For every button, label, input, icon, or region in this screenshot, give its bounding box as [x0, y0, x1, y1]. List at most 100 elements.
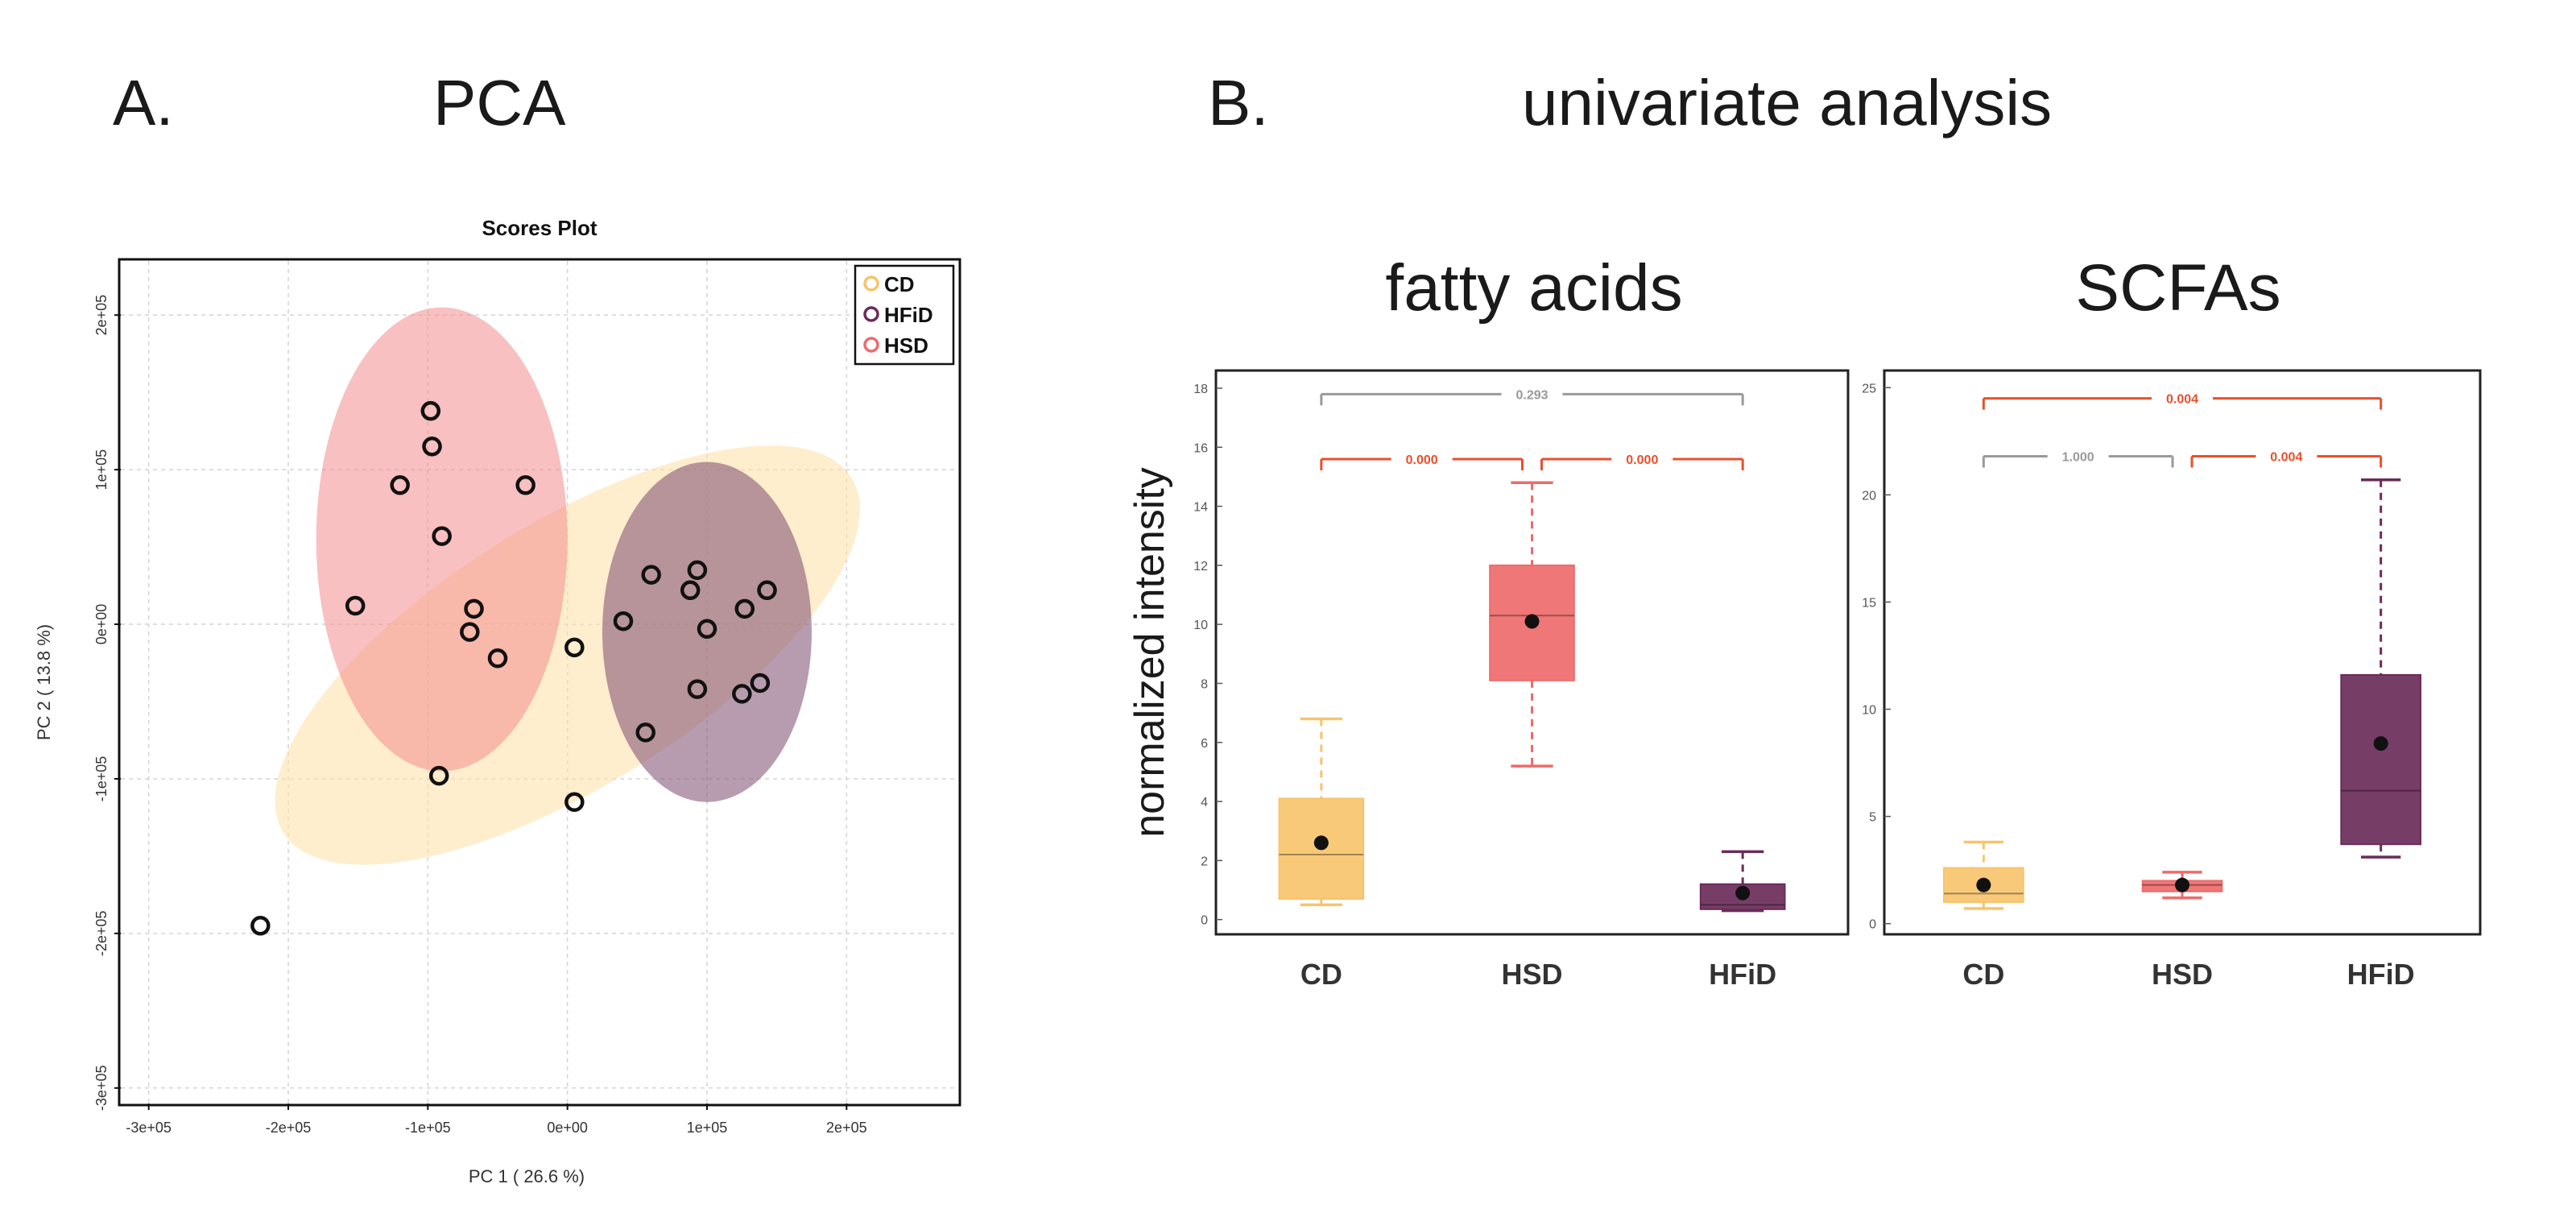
comparison-bracket: 0.004 — [2190, 450, 2383, 468]
y-tick-label: 4 — [1201, 796, 1208, 809]
mean-dot — [1976, 877, 1991, 892]
mean-dot — [2175, 877, 2189, 892]
y-tick-label: 8 — [1201, 677, 1208, 691]
comparison-bracket: 0.000 — [1540, 453, 1744, 470]
mean-dot — [1313, 835, 1329, 851]
legend-label-cd: CD — [884, 272, 915, 296]
legend-marker-hsd — [863, 337, 879, 353]
point-hfid — [687, 679, 708, 699]
legend-box — [854, 264, 955, 366]
category-label-hsd: HSD — [1501, 958, 1562, 991]
y-tick-label: -1e+05 — [93, 756, 110, 802]
y-tick-label: -2e+05 — [93, 911, 110, 957]
x-tick-label: 1e+05 — [687, 1120, 728, 1136]
point-hfid — [734, 598, 755, 619]
comparison-bracket: 0.004 — [1982, 393, 2383, 410]
p-value-label: 0.000 — [1626, 453, 1658, 467]
comparison-bracket: 0.293 — [1320, 388, 1744, 406]
scores-plot: -3e+05 -2e+05 -1e+05 0e+00 1e+05 2e+05 -3e+05 -… — [34, 216, 961, 1186]
scores-plot-ticks: -3e+05 -2e+05 -1e+05 0e+00 1e+05 2e+05 -3e+05 -… — [93, 295, 867, 1136]
box-hfid — [1699, 850, 1786, 913]
point-cd — [641, 565, 661, 585]
y-tick-label: 0 — [1869, 918, 1876, 932]
y-tick-label: 18 — [1193, 383, 1208, 396]
iqr-box — [2340, 673, 2421, 846]
p-value-label: 0.293 — [1515, 388, 1548, 402]
p-value-label: 0.000 — [1406, 453, 1438, 467]
y-tick-label: 10 — [1193, 619, 1208, 632]
legend-marker-cd — [863, 275, 879, 292]
ellipse-hfid — [602, 462, 812, 802]
point-hsd — [487, 648, 508, 669]
p-value-label: 0.004 — [2270, 450, 2302, 464]
y-tick-label: 25 — [1862, 382, 1876, 395]
score-points — [250, 400, 777, 936]
y-tick-label: 12 — [1193, 560, 1208, 573]
x-tick-label: 2e+05 — [826, 1120, 867, 1136]
point-hsd — [460, 622, 480, 642]
point-cd — [680, 580, 701, 601]
y-tick-label: 14 — [1193, 501, 1208, 515]
fatty-acids-title: fatty acids — [1385, 251, 1682, 325]
mean-dot — [1735, 885, 1751, 900]
category-label-hfid: HFiD — [2347, 958, 2415, 991]
fatty-acids-boxplot: 0 2 4 6 8 10 12 14 16 18 CD HSD HFiD 0.293 0.000 0.000 — [1193, 369, 1850, 991]
legend-label-hsd: HSD — [884, 333, 928, 358]
y-tick-label: 16 — [1193, 441, 1208, 455]
y-tick-label: 15 — [1862, 596, 1876, 610]
scfas-title: SCFAs — [2075, 251, 2280, 325]
box-hsd — [1489, 481, 1575, 768]
y-tick-label: 6 — [1201, 737, 1208, 751]
point-hfid — [635, 722, 655, 743]
panel-b-letter: B. — [1208, 67, 1269, 139]
legend-marker-hfid — [863, 306, 879, 322]
scores-plot-legend: CD HFiD HSD — [854, 264, 955, 366]
y-tick-label: 2 — [1201, 855, 1208, 868]
point-cd — [564, 792, 585, 812]
point-cd — [250, 916, 271, 936]
box-y-axis-label: normalized intensity — [1127, 467, 1173, 838]
panel-b-title: univariate analysis — [1522, 67, 2052, 139]
plot-frame — [1214, 369, 1850, 936]
x-tick-label: 0e+00 — [547, 1120, 588, 1136]
y-tick-label: 10 — [1862, 704, 1876, 718]
y-tick-label: -3e+05 — [93, 1066, 110, 1112]
scores-plot-x-label: PC 1 ( 26.6 %) — [469, 1166, 585, 1186]
box-hsd — [2141, 871, 2223, 900]
p-value-label: 0.004 — [2166, 393, 2198, 407]
category-label-hsd: HSD — [2152, 958, 2213, 991]
x-tick-label: -1e+05 — [405, 1120, 451, 1136]
ellipse-hsd — [316, 307, 568, 772]
point-hsd — [428, 765, 449, 786]
confidence-ellipses — [275, 307, 860, 865]
y-tick-label: 0 — [1201, 914, 1208, 928]
mean-dot — [1524, 614, 1540, 629]
comparison-bracket: 1.000 — [1982, 450, 2174, 468]
point-hfid — [732, 684, 752, 704]
panel-a-letter: A. — [113, 67, 174, 139]
y-tick-label: 20 — [1862, 489, 1876, 503]
scores-plot-y-label: PC 2 ( 13.8 %) — [34, 624, 54, 740]
p-value-label: 1.000 — [2062, 450, 2094, 464]
panel-a-title: PCA — [433, 67, 566, 139]
box-hfid — [2340, 478, 2421, 859]
point-hsd — [390, 475, 410, 495]
point-hfid — [697, 619, 717, 640]
point-hsd — [515, 475, 535, 495]
point-hsd — [345, 595, 366, 616]
y-tick-label: 0e+00 — [93, 604, 110, 645]
box-cd — [1943, 840, 2024, 910]
comparison-bracket: 0.000 — [1320, 453, 1524, 470]
point-hsd — [422, 437, 442, 457]
plot-frame — [1883, 369, 2482, 936]
mean-dot — [2373, 736, 2388, 751]
category-label-cd: CD — [1300, 958, 1342, 991]
y-tick-label: 2e+05 — [93, 295, 110, 336]
point-hfid — [757, 580, 777, 601]
x-tick-label: -2e+05 — [266, 1120, 312, 1136]
point-cd — [613, 611, 634, 631]
scores-plot-frame — [118, 258, 961, 1107]
x-tick-label: -3e+05 — [126, 1120, 172, 1136]
point-hsd — [464, 598, 484, 619]
